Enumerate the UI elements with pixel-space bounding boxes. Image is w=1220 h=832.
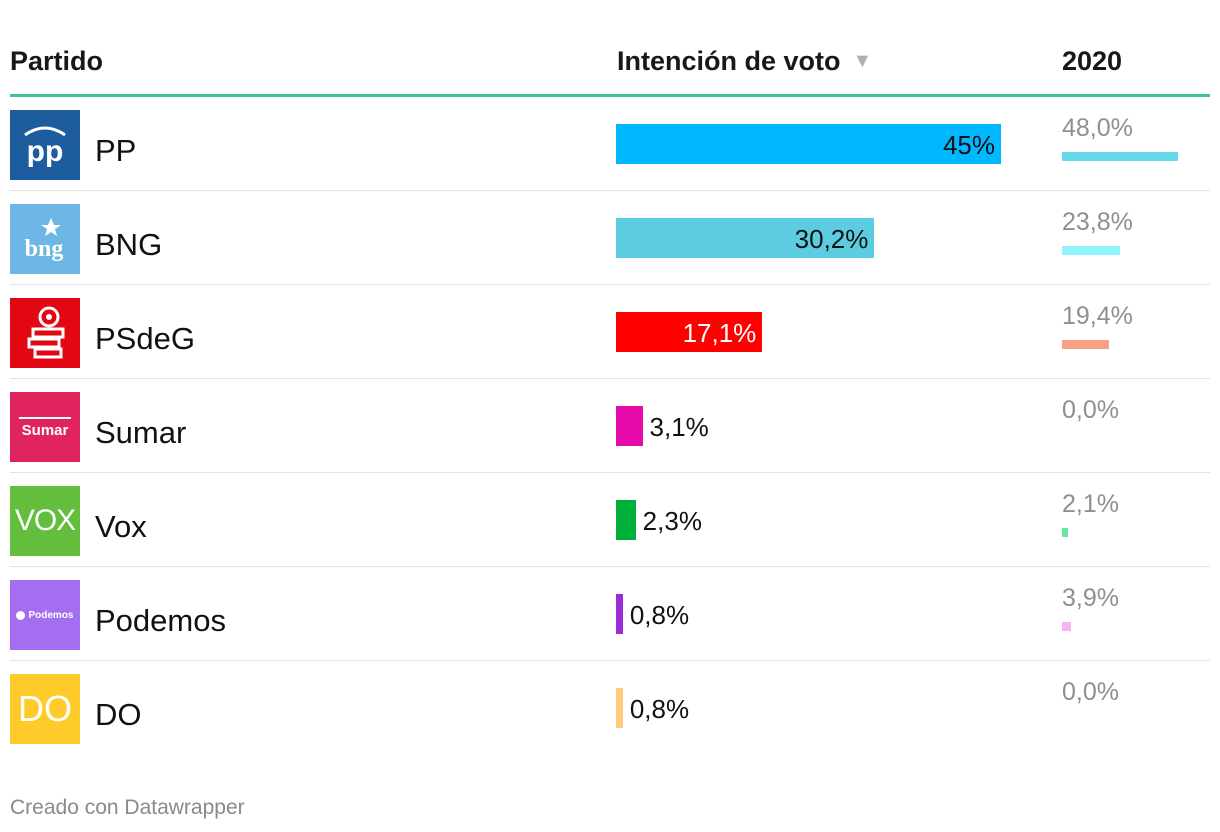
sort-descending-icon[interactable]: ▼	[852, 50, 873, 72]
column-header-vote-label: Intención de voto	[617, 46, 841, 76]
row-divider	[10, 284, 1210, 285]
previous-result-bar	[1062, 622, 1072, 631]
row-divider	[10, 378, 1210, 379]
table-row[interactable]: DO DO 0,8% 0,0%	[10, 661, 1210, 755]
svg-text:pp: pp	[27, 135, 64, 167]
column-header-party-label: Partido	[10, 46, 104, 76]
sumar-logo-icon: Sumar	[10, 392, 80, 462]
party-name: DO	[95, 697, 142, 732]
vote-label: 30,2%	[794, 224, 869, 254]
row-divider	[10, 660, 1210, 661]
table-row[interactable]: Sumar Sumar 3,1% 0,0%	[10, 379, 1210, 473]
previous-result-bar	[1062, 246, 1120, 255]
podemos-logo-icon: Podemos	[10, 580, 80, 650]
row-divider	[10, 472, 1210, 473]
vote-bar	[616, 500, 636, 540]
column-header-vote[interactable]: Intención de voto ▼	[617, 46, 872, 77]
previous-result-label: 3,9%	[1062, 584, 1119, 612]
do-logo-icon: DO	[10, 674, 80, 744]
table-row[interactable]: PSdeG 17,1% 19,4%	[10, 285, 1210, 379]
vote-bar	[616, 688, 623, 728]
vote-bar	[616, 406, 643, 446]
previous-result-label: 23,8%	[1062, 208, 1133, 236]
vote-bar	[616, 218, 875, 258]
previous-result-label: 19,4%	[1062, 302, 1133, 330]
vote-bar	[616, 594, 623, 634]
party-name: BNG	[95, 227, 163, 262]
vote-label: 45%	[942, 130, 995, 160]
vote-label: 0,8%	[629, 694, 690, 724]
party-name: PP	[95, 133, 137, 168]
bng-logo-icon: bng	[10, 204, 80, 274]
table-row[interactable]: VOX Vox 2,3% 2,1%	[10, 473, 1210, 567]
previous-result-bar	[1062, 340, 1109, 349]
vote-label: 3,1%	[649, 412, 709, 442]
previous-result-label: 0,0%	[1062, 678, 1119, 706]
table-header: Partido Intención de voto ▼ 2020	[0, 0, 1220, 97]
party-name: Sumar	[95, 415, 187, 450]
table-row[interactable]: Podemos Podemos 0,8% 3,9%	[10, 567, 1210, 661]
previous-result-label: 48,0%	[1062, 114, 1133, 142]
previous-result-label: 0,0%	[1062, 396, 1119, 424]
svg-text:bng: bng	[25, 236, 64, 262]
vote-label: 2,3%	[642, 506, 702, 536]
vote-bar	[616, 312, 763, 352]
previous-result-bar	[1062, 152, 1178, 161]
psdeg-rose-logo-icon	[10, 298, 80, 368]
header-rule	[10, 94, 1210, 97]
row-divider	[10, 190, 1210, 191]
party-name: Vox	[95, 509, 147, 544]
pp-logo-icon: pp	[10, 110, 80, 180]
column-header-2020-label: 2020	[1062, 46, 1123, 76]
vote-bar	[616, 124, 1001, 164]
previous-result-label: 2,1%	[1062, 490, 1119, 518]
column-header-party[interactable]: Partido	[10, 46, 103, 77]
footer-credit: Creado con Datawrapper	[10, 796, 245, 819]
party-name: Podemos	[95, 603, 226, 638]
vote-label: 0,8%	[629, 600, 690, 630]
column-header-2020[interactable]: 2020	[1062, 46, 1122, 77]
row-divider	[10, 566, 1210, 567]
party-name: PSdeG	[95, 321, 195, 356]
vox-logo-icon: VOX	[10, 486, 80, 556]
table-row[interactable]: pp PP 45% 48,0%	[10, 97, 1210, 191]
vote-label: 17,1%	[682, 318, 757, 348]
previous-result-bar	[1062, 528, 1068, 537]
table-row[interactable]: bng BNG 30,2% 23,8%	[10, 191, 1210, 285]
